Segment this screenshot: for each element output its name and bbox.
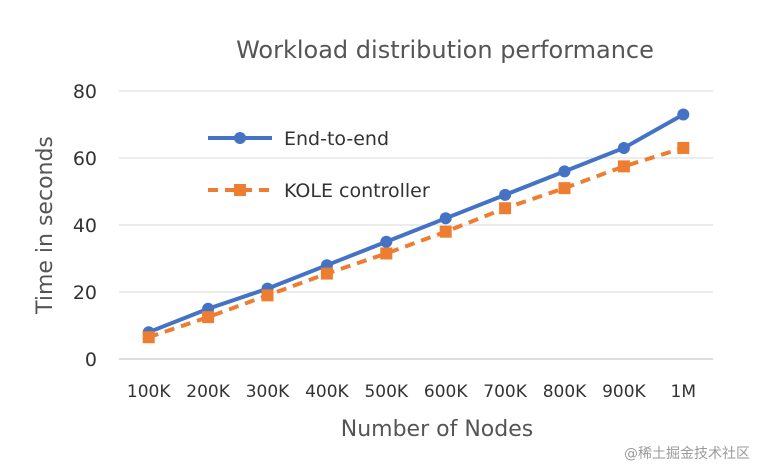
data-point <box>380 235 393 248</box>
x-tick-label: 1M <box>671 382 696 402</box>
legend-marker <box>234 132 246 144</box>
y-tick-label: 60 <box>73 148 97 170</box>
y-tick-label: 40 <box>73 215 97 237</box>
data-point <box>439 225 452 238</box>
data-point <box>617 141 630 154</box>
y-axis-label: Time in seconds <box>33 136 58 315</box>
x-tick-label: 300K <box>246 382 290 402</box>
legend-label: KOLE controller <box>284 180 430 202</box>
x-tick-label: 200K <box>186 382 230 402</box>
x-tick-label: 600K <box>424 382 468 402</box>
x-axis-label: Number of Nodes <box>341 417 533 442</box>
data-point <box>499 188 512 201</box>
data-point <box>261 289 274 302</box>
x-axis-ticks: 100K 200K 300K 400K 500K 600K 700K 800K 900K 1M <box>127 382 696 402</box>
y-tick-label: 80 <box>73 81 97 103</box>
data-point <box>617 160 630 173</box>
x-tick-label: 400K <box>305 382 349 402</box>
data-point <box>677 141 690 154</box>
x-tick-label: 500K <box>364 382 408 402</box>
data-point <box>320 267 333 280</box>
x-tick-label: 700K <box>483 382 527 402</box>
data-point <box>499 202 512 215</box>
x-tick-label: 100K <box>127 382 171 402</box>
y-axis-ticks: 0 20 40 60 80 <box>73 81 97 371</box>
data-point <box>439 212 452 225</box>
legend-label: End-to-end <box>284 128 389 150</box>
legend: End-to-end KOLE controller <box>208 128 430 202</box>
series-1 <box>142 141 690 344</box>
y-tick-label: 0 <box>85 349 97 371</box>
data-point <box>558 165 571 178</box>
y-tick-label: 20 <box>73 282 97 304</box>
legend-marker <box>234 184 246 196</box>
data-point <box>558 182 571 195</box>
x-tick-label: 800K <box>543 382 587 402</box>
chart-title: Workload distribution performance <box>236 36 654 64</box>
series-line-0 <box>147 112 685 335</box>
data-point <box>202 311 215 324</box>
series-line-1 <box>148 146 684 340</box>
series-group <box>142 108 690 344</box>
x-tick-label: 900K <box>602 382 646 402</box>
grid <box>119 90 713 293</box>
series-0 <box>142 108 690 339</box>
data-point <box>142 331 155 344</box>
data-point <box>677 108 690 121</box>
data-point <box>380 247 393 260</box>
watermark: @稀土掘金技术社区 <box>624 446 750 462</box>
